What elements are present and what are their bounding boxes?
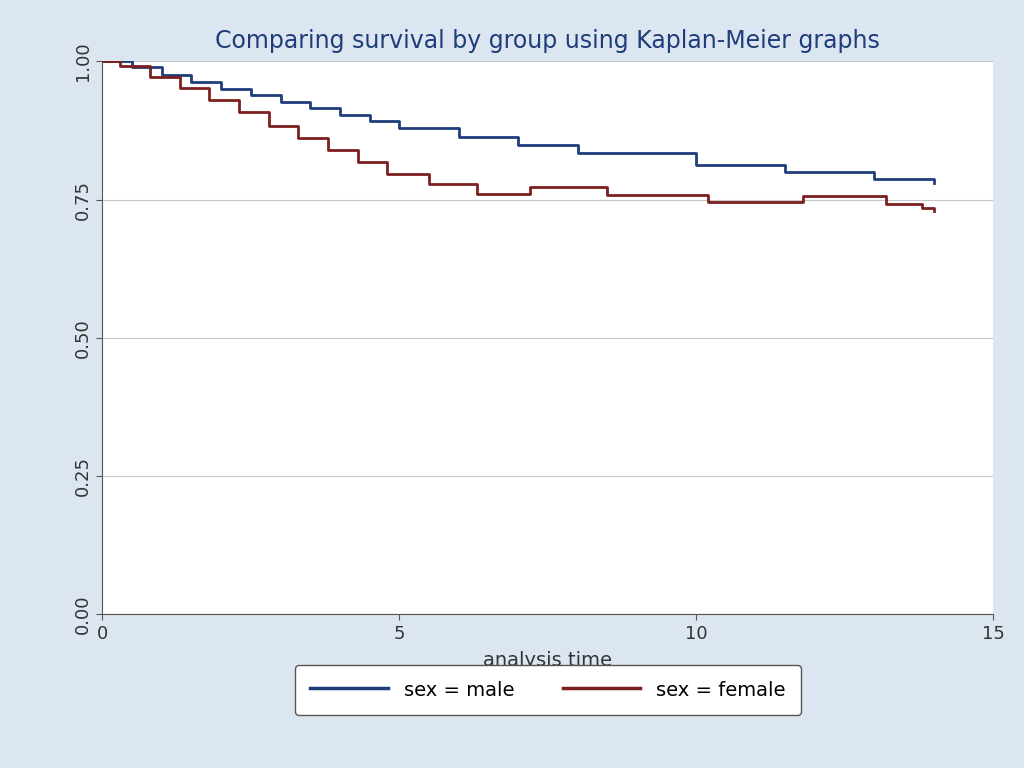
- Title: Comparing survival by group using Kaplan-Meier graphs: Comparing survival by group using Kaplan…: [215, 28, 881, 52]
- Legend: sex = male, sex = female: sex = male, sex = female: [295, 665, 801, 715]
- X-axis label: analysis time: analysis time: [483, 651, 612, 670]
